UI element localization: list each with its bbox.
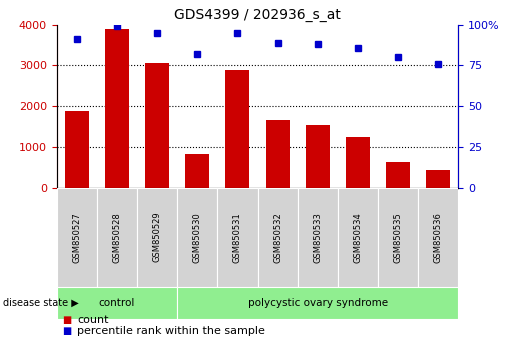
Bar <box>57 188 97 287</box>
Text: GSM850535: GSM850535 <box>393 212 403 263</box>
Text: ■: ■ <box>62 326 71 336</box>
Bar <box>217 188 258 287</box>
Text: polycystic ovary syndrome: polycystic ovary syndrome <box>248 298 388 308</box>
Text: GSM850531: GSM850531 <box>233 212 242 263</box>
Text: percentile rank within the sample: percentile rank within the sample <box>77 326 265 336</box>
Text: GSM850527: GSM850527 <box>72 212 81 263</box>
Text: GSM850534: GSM850534 <box>353 212 363 263</box>
Bar <box>426 170 450 188</box>
Text: GSM850530: GSM850530 <box>193 212 202 263</box>
Bar <box>145 63 169 188</box>
Bar <box>177 188 217 287</box>
Text: disease state ▶: disease state ▶ <box>3 298 78 308</box>
Bar <box>137 188 177 287</box>
Bar <box>258 188 298 287</box>
Text: control: control <box>99 298 135 308</box>
Title: GDS4399 / 202936_s_at: GDS4399 / 202936_s_at <box>174 8 341 22</box>
Text: ■: ■ <box>62 315 71 325</box>
Text: GSM850528: GSM850528 <box>112 212 122 263</box>
Bar <box>298 188 338 287</box>
Bar <box>346 137 370 188</box>
Bar <box>185 154 209 188</box>
Bar <box>418 188 458 287</box>
Bar <box>177 287 458 319</box>
Bar <box>57 287 177 319</box>
Bar <box>97 188 137 287</box>
Text: count: count <box>77 315 109 325</box>
Bar <box>338 188 378 287</box>
Text: GSM850529: GSM850529 <box>152 212 162 263</box>
Bar <box>386 162 410 188</box>
Bar <box>378 188 418 287</box>
Bar <box>306 125 330 188</box>
Bar <box>226 69 249 188</box>
Text: GSM850533: GSM850533 <box>313 212 322 263</box>
Bar <box>65 111 89 188</box>
Bar <box>266 120 289 188</box>
Text: GSM850532: GSM850532 <box>273 212 282 263</box>
Text: GSM850536: GSM850536 <box>434 212 443 263</box>
Bar <box>105 29 129 188</box>
